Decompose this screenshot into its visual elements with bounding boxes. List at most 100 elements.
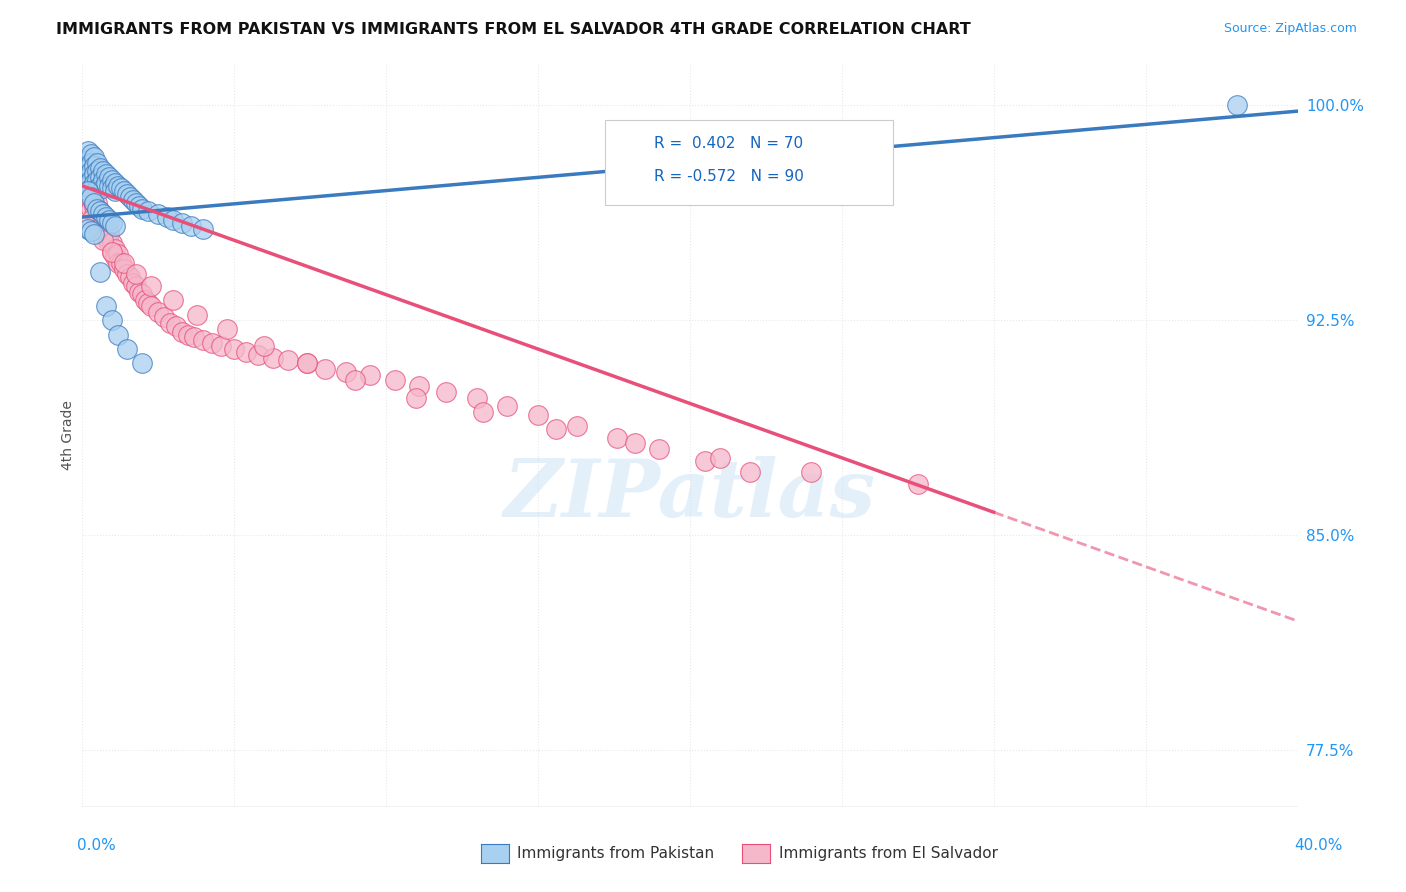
Point — [79, 190, 101, 204]
Point — [73, 161, 96, 176]
Point — [141, 278, 163, 293]
Point — [134, 293, 156, 308]
Point — [152, 310, 174, 325]
Point — [104, 185, 127, 199]
Point — [131, 287, 153, 301]
Point — [76, 169, 98, 184]
Point — [177, 327, 200, 342]
Point — [110, 256, 132, 270]
Point — [146, 304, 169, 318]
Point — [526, 408, 548, 422]
Point — [131, 202, 153, 216]
Point — [104, 219, 127, 233]
Point — [94, 176, 117, 190]
Point — [170, 325, 193, 339]
Point — [110, 181, 132, 195]
Point — [112, 261, 135, 276]
Point — [496, 399, 519, 413]
Point — [125, 268, 148, 282]
Point — [107, 178, 129, 193]
Point — [79, 224, 101, 238]
Point — [115, 268, 138, 282]
Point — [86, 164, 108, 178]
Point — [246, 348, 269, 362]
Point — [120, 270, 142, 285]
Point — [170, 216, 193, 230]
Point — [97, 213, 120, 227]
Point — [128, 285, 150, 299]
Point — [138, 204, 160, 219]
Point — [1226, 98, 1249, 112]
Point — [83, 150, 105, 164]
Point — [209, 339, 232, 353]
Point — [262, 351, 284, 365]
Point — [101, 244, 124, 259]
Point — [86, 213, 108, 227]
Point — [76, 153, 98, 167]
Point — [314, 362, 336, 376]
Point — [101, 235, 124, 250]
Point — [79, 147, 101, 161]
Point — [606, 431, 628, 445]
Point — [107, 247, 129, 261]
Point — [709, 450, 731, 465]
Point — [91, 207, 114, 221]
Point — [89, 264, 111, 278]
Text: Source: ZipAtlas.com: Source: ZipAtlas.com — [1223, 22, 1357, 36]
Point — [86, 181, 108, 195]
Point — [436, 384, 458, 399]
Point — [86, 195, 108, 210]
Text: ZIPatlas: ZIPatlas — [503, 456, 876, 533]
Point — [800, 465, 823, 479]
Point — [79, 181, 101, 195]
Point — [120, 190, 142, 204]
Text: 0.0%: 0.0% — [77, 838, 117, 853]
Point — [295, 356, 318, 370]
Point — [73, 167, 96, 181]
Point — [183, 330, 205, 344]
Point — [112, 256, 135, 270]
Point — [79, 164, 101, 178]
Point — [165, 318, 187, 333]
Point — [89, 221, 111, 235]
Point — [295, 356, 318, 370]
Point — [115, 187, 138, 202]
Point — [89, 213, 111, 227]
Text: R =  0.402   N = 70: R = 0.402 N = 70 — [654, 136, 803, 152]
Point — [408, 379, 430, 393]
Point — [162, 293, 184, 308]
Point — [104, 250, 127, 264]
Point — [101, 216, 124, 230]
Point — [91, 181, 114, 195]
Point — [79, 173, 101, 187]
Point — [344, 373, 367, 387]
Point — [907, 476, 929, 491]
Point — [222, 342, 245, 356]
Point — [693, 453, 716, 467]
Y-axis label: 4th Grade: 4th Grade — [60, 400, 75, 470]
Point — [122, 276, 145, 290]
Point — [217, 322, 239, 336]
Point — [94, 221, 117, 235]
Point — [83, 227, 105, 242]
Point — [740, 465, 762, 479]
Point — [79, 193, 101, 207]
Point — [83, 159, 105, 173]
Point — [156, 210, 179, 224]
Point — [101, 181, 124, 195]
Point — [94, 230, 117, 244]
Point — [112, 185, 135, 199]
Point — [73, 155, 96, 169]
Point — [565, 419, 588, 434]
Point — [91, 173, 114, 187]
Text: 40.0%: 40.0% — [1295, 838, 1343, 853]
Point — [73, 187, 96, 202]
Point — [91, 233, 114, 247]
Point — [141, 299, 163, 313]
Point — [97, 169, 120, 184]
Point — [104, 242, 127, 256]
Point — [89, 169, 111, 184]
Point — [83, 190, 105, 204]
Point — [131, 356, 153, 370]
Point — [86, 202, 108, 216]
